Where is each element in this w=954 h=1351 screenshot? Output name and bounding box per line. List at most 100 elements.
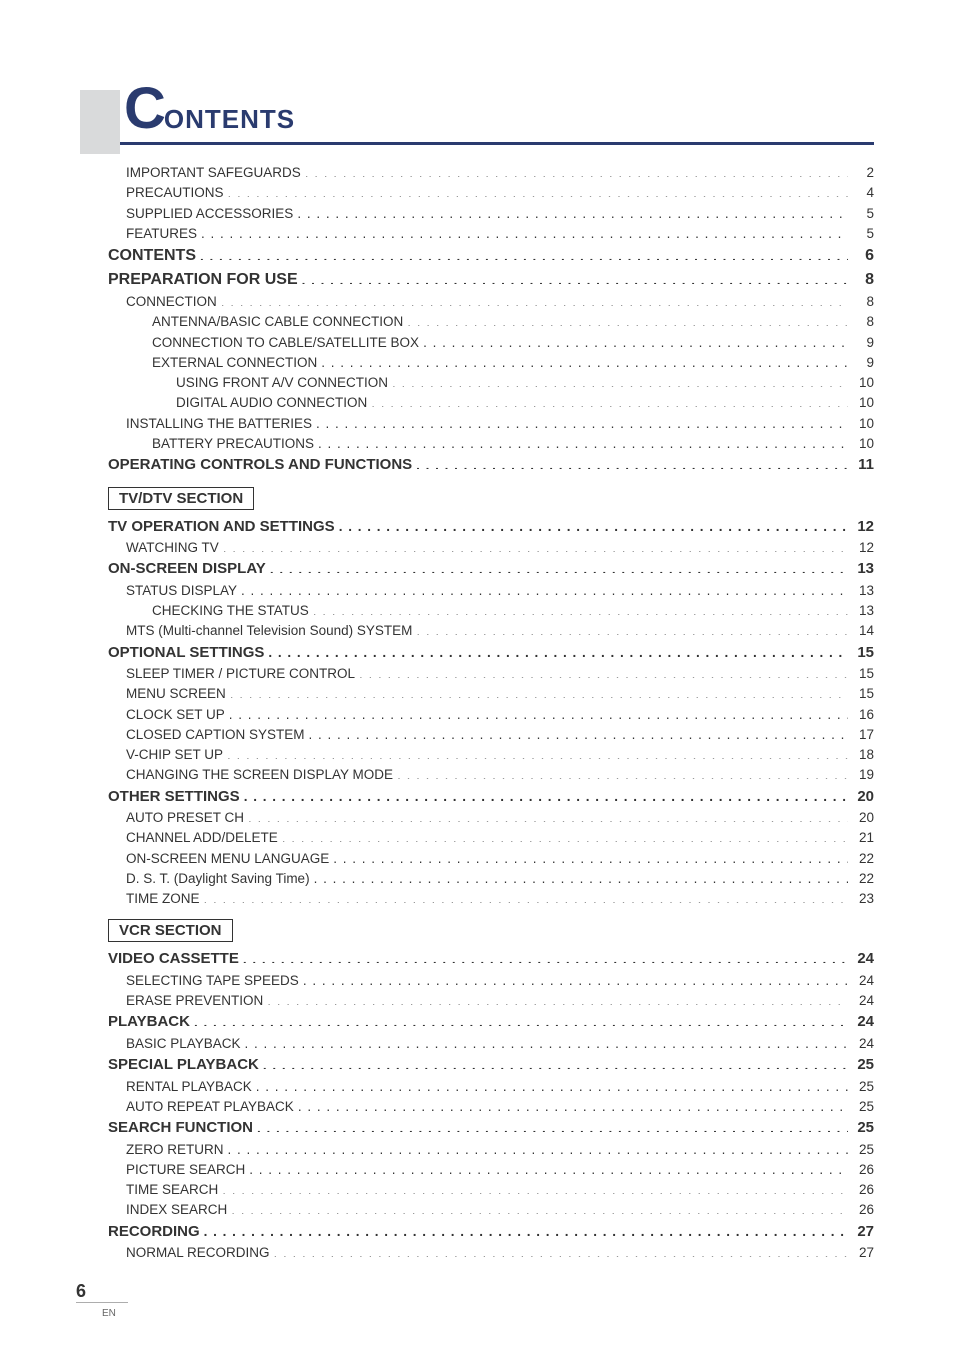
leader-dots (392, 374, 848, 388)
leader-dots (407, 313, 848, 327)
toc-row: AUTO REPEAT PLAYBACK25 (80, 1097, 874, 1117)
toc-page: 9 (852, 353, 874, 373)
leader-dots (270, 560, 848, 574)
toc-page: 17 (852, 725, 874, 745)
toc-page: 24 (852, 1034, 874, 1054)
leader-dots (302, 271, 848, 285)
leader-dots (204, 890, 849, 904)
toc-page: 13 (852, 601, 874, 621)
toc-row: CONTENTS6 (80, 244, 874, 268)
toc-page: 24 (852, 991, 874, 1011)
toc-row: OPERATING CONTROLS AND FUNCTIONS11 (80, 454, 874, 477)
toc-page: 13 (852, 581, 874, 601)
toc-row: STATUS DISPLAY13 (80, 581, 874, 601)
toc-row: ON-SCREEN MENU LANGUAGE22 (80, 849, 874, 869)
toc-row: CLOSED CAPTION SYSTEM17 (80, 725, 874, 745)
leader-dots (333, 849, 848, 863)
toc-page: 10 (852, 393, 874, 413)
toc-row: SEARCH FUNCTION25 (80, 1117, 874, 1140)
toc-page: 9 (852, 333, 874, 353)
toc-row: INDEX SEARCH 26 (80, 1200, 874, 1220)
toc-page: 8 (852, 268, 874, 292)
toc-label: MENU SCREEN (126, 684, 226, 704)
toc-row: ERASE PREVENTION24 (80, 991, 874, 1011)
page-title: CONTENTS (124, 80, 874, 138)
toc-row: MENU SCREEN15 (80, 684, 874, 704)
toc-page: 25 (852, 1140, 874, 1160)
toc-row: DIGITAL AUDIO CONNECTION 10 (80, 393, 874, 413)
leader-dots (231, 1201, 848, 1215)
toc-label: D. S. T. (Daylight Saving Time) (126, 869, 310, 889)
toc-page: 2 (852, 163, 874, 183)
toc-row: OTHER SETTINGS20 (80, 786, 874, 809)
toc-label: CLOCK SET UP (126, 705, 225, 725)
toc-label: TIME SEARCH (126, 1180, 218, 1200)
leader-dots (318, 434, 848, 448)
toc-label: CONNECTION TO CABLE/SATELLITE BOX (152, 333, 419, 353)
toc-page: 22 (852, 869, 874, 889)
toc-label: CONTENTS (108, 244, 196, 268)
toc-label: WATCHING TV (126, 538, 219, 558)
toc-page: 10 (852, 434, 874, 454)
leader-dots (274, 1244, 848, 1258)
footer-lang: EN (102, 1308, 116, 1319)
toc-label: MTS (Multi-channel Television Sound) SYS… (126, 621, 412, 641)
toc-page: 13 (852, 558, 874, 581)
toc-label: V-CHIP SET UP (126, 745, 223, 765)
toc-label: ZERO RETURN (126, 1140, 224, 1160)
toc-row: CHANGING THE SCREEN DISPLAY MODE19 (80, 765, 874, 785)
toc-row: AUTO PRESET CH20 (80, 808, 874, 828)
toc-row: FEATURES5 (80, 224, 874, 244)
toc-row: SPECIAL PLAYBACK25 (80, 1054, 874, 1077)
toc-label: DIGITAL AUDIO CONNECTION (176, 393, 367, 413)
leader-dots (303, 971, 848, 985)
toc-page: 11 (852, 454, 874, 477)
toc-label: USING FRONT A/V CONNECTION (176, 373, 388, 393)
toc-page: 19 (852, 765, 874, 785)
title-rule (80, 142, 874, 145)
toc-label: INSTALLING THE BATTERIES (126, 414, 312, 434)
leader-dots (201, 224, 848, 238)
toc-row: CONNECTION 8 (80, 292, 874, 312)
toc-row: SLEEP TIMER / PICTURE CONTROL15 (80, 664, 874, 684)
toc-row: ANTENNA/BASIC CABLE CONNECTION8 (80, 312, 874, 332)
leader-dots (227, 746, 848, 760)
toc-page: 25 (852, 1054, 874, 1077)
toc-label: SEARCH FUNCTION (108, 1117, 253, 1140)
toc-label: BASIC PLAYBACK (126, 1034, 241, 1054)
leader-dots (223, 539, 848, 553)
leader-dots (200, 247, 848, 261)
leader-dots (228, 1140, 849, 1154)
toc-row: BASIC PLAYBACK 24 (80, 1034, 874, 1054)
leader-dots (228, 184, 848, 198)
toc-page: 5 (852, 224, 874, 244)
toc-row: RECORDING27 (80, 1221, 874, 1244)
leader-dots (244, 787, 848, 801)
leader-dots (309, 725, 848, 739)
section-heading-vcr: VCR SECTION (108, 919, 233, 942)
toc-row: TIME ZONE23 (80, 889, 874, 909)
toc-label: CONNECTION (126, 292, 217, 312)
footer-rule (76, 1302, 128, 1303)
toc-row: IMPORTANT SAFEGUARDS2 (80, 163, 874, 183)
leader-dots (229, 705, 848, 719)
leader-dots (248, 809, 848, 823)
toc-label: NORMAL RECORDING (126, 1243, 270, 1263)
leader-dots (297, 204, 848, 218)
toc-label: RENTAL PLAYBACK (126, 1077, 252, 1097)
leader-dots (416, 622, 848, 636)
leader-dots (230, 685, 848, 699)
toc-block-vcr: VIDEO CASSETTE24SELECTING TAPE SPEEDS24E… (80, 948, 874, 1263)
toc-label: EXTERNAL CONNECTION (152, 353, 317, 373)
leader-dots (313, 602, 848, 616)
toc-row: CHANNEL ADD/DELETE21 (80, 828, 874, 848)
leader-dots (249, 1160, 848, 1174)
toc-page: 26 (852, 1200, 874, 1220)
leader-dots (321, 353, 848, 367)
toc-label: INDEX SEARCH (126, 1200, 227, 1220)
toc-page: 12 (852, 538, 874, 558)
leader-dots (339, 517, 848, 531)
toc-page: 8 (852, 292, 874, 312)
toc-page: 25 (852, 1077, 874, 1097)
toc-row: OPTIONAL SETTINGS15 (80, 642, 874, 665)
